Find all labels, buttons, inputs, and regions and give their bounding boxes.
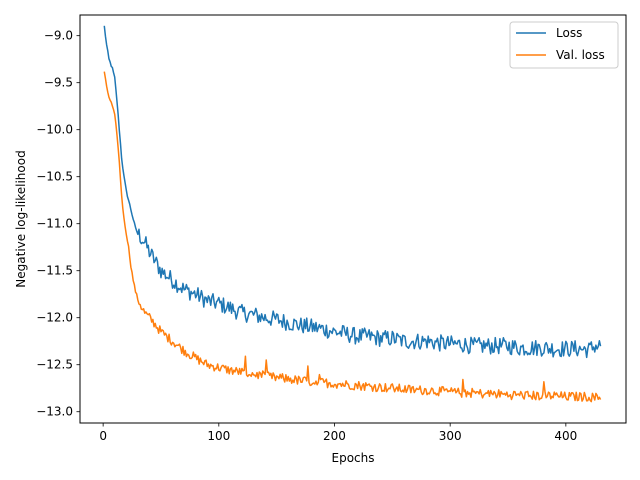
y-tick-label: −11.5 (36, 264, 73, 278)
y-tick-label: −11.0 (36, 217, 73, 231)
ticks-layer: 0 100 200 300 400 −9.0 −9.5 −10.0 −10.5 −11.0 −11.… (36, 29, 577, 443)
y-axis-label: Negative log-likelihood (14, 150, 28, 287)
x-tick-label: 400 (554, 429, 577, 443)
x-tick-label: 300 (439, 429, 462, 443)
legend-label-loss: Loss (556, 26, 582, 40)
x-tick-label: 100 (207, 429, 230, 443)
legend: Loss Val. loss (509, 21, 619, 69)
y-tick-label: −10.5 (36, 170, 73, 184)
y-tick-label: −9.0 (44, 29, 73, 43)
y-tick-label: −12.5 (36, 358, 73, 372)
y-tick-label: −12.0 (36, 311, 73, 325)
x-axis-label: Epochs (332, 451, 375, 465)
y-tick-label: −9.5 (44, 76, 73, 90)
legend-label-val-loss: Val. loss (556, 48, 605, 62)
plot-frame (79, 14, 627, 424)
y-tick-label: −10.0 (36, 123, 73, 137)
x-tick-label: 0 (99, 429, 107, 443)
x-tick-label: 200 (323, 429, 346, 443)
series-line-loss (103, 25, 602, 359)
series-line-val-loss (103, 71, 602, 403)
series-layer (103, 25, 602, 403)
y-tick-label: −13.0 (36, 405, 73, 419)
plot-area-background (80, 15, 626, 423)
